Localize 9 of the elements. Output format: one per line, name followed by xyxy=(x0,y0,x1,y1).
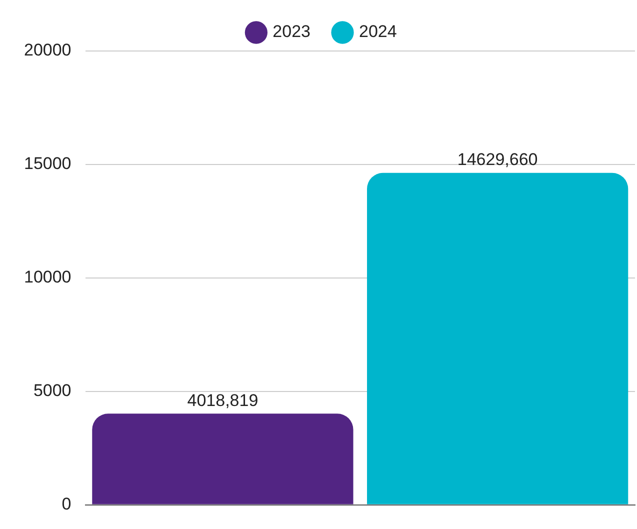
data-label: 4018,819 xyxy=(187,390,258,410)
y-tick-label: 5000 xyxy=(33,381,72,400)
y-tick-label: 15000 xyxy=(24,154,72,174)
y-tick-label: 0 xyxy=(62,494,72,514)
y-tick-label: 20000 xyxy=(24,40,72,60)
legend-label: 2024 xyxy=(359,22,397,42)
y-tick-label: 10000 xyxy=(24,268,72,287)
legend-label: 2023 xyxy=(272,22,311,42)
data-label: 14629,660 xyxy=(457,150,538,170)
